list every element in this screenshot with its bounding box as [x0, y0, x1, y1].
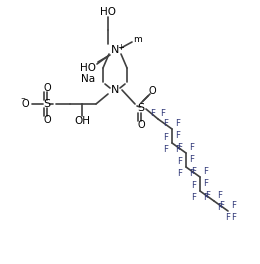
Text: F: F — [190, 168, 194, 177]
Text: O: O — [137, 120, 145, 130]
Text: F: F — [164, 133, 168, 142]
Text: F: F — [176, 130, 180, 139]
Text: F: F — [192, 181, 197, 190]
Text: $^-$: $^-$ — [19, 95, 27, 103]
Text: F: F — [164, 144, 168, 153]
Text: F: F — [218, 191, 223, 200]
Text: O: O — [148, 86, 156, 96]
Text: F: F — [151, 109, 155, 117]
Text: N: N — [111, 85, 119, 95]
Text: F: F — [178, 157, 183, 166]
Text: S: S — [138, 103, 145, 113]
Text: F: F — [204, 192, 209, 201]
Text: F: F — [190, 143, 194, 152]
Text: F: F — [176, 119, 180, 128]
Text: F: F — [231, 200, 237, 210]
Text: F: F — [205, 191, 211, 200]
Text: Na: Na — [81, 74, 95, 84]
Text: O: O — [21, 99, 29, 109]
Text: HO: HO — [80, 63, 96, 73]
Text: m: m — [133, 35, 141, 45]
Text: F: F — [178, 143, 183, 152]
Text: F: F — [192, 167, 197, 176]
Text: OH: OH — [74, 116, 90, 126]
Text: S: S — [43, 99, 50, 109]
Text: F: F — [231, 213, 237, 221]
Text: F: F — [218, 202, 223, 211]
Text: F: F — [204, 167, 209, 176]
Text: F: F — [176, 144, 180, 153]
Text: F: F — [160, 109, 166, 117]
Text: +: + — [118, 43, 125, 51]
Text: O: O — [43, 83, 51, 93]
Text: F: F — [225, 213, 231, 221]
Text: F: F — [192, 192, 197, 201]
Text: F: F — [190, 154, 194, 163]
Text: F: F — [219, 200, 224, 210]
Text: HO: HO — [100, 7, 116, 17]
Text: N: N — [111, 45, 119, 55]
Text: F: F — [178, 168, 183, 177]
Text: O: O — [43, 115, 51, 125]
Text: F: F — [204, 178, 209, 187]
Text: F: F — [164, 119, 168, 128]
